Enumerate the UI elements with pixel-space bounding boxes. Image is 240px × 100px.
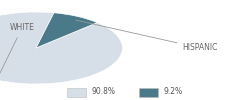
Wedge shape xyxy=(36,13,97,48)
Text: WHITE: WHITE xyxy=(0,24,35,75)
Wedge shape xyxy=(0,12,122,84)
Text: 9.2%: 9.2% xyxy=(163,88,182,96)
FancyBboxPatch shape xyxy=(67,88,86,96)
Text: HISPANIC: HISPANIC xyxy=(76,20,218,53)
FancyBboxPatch shape xyxy=(139,88,158,96)
Text: 90.8%: 90.8% xyxy=(91,88,115,96)
